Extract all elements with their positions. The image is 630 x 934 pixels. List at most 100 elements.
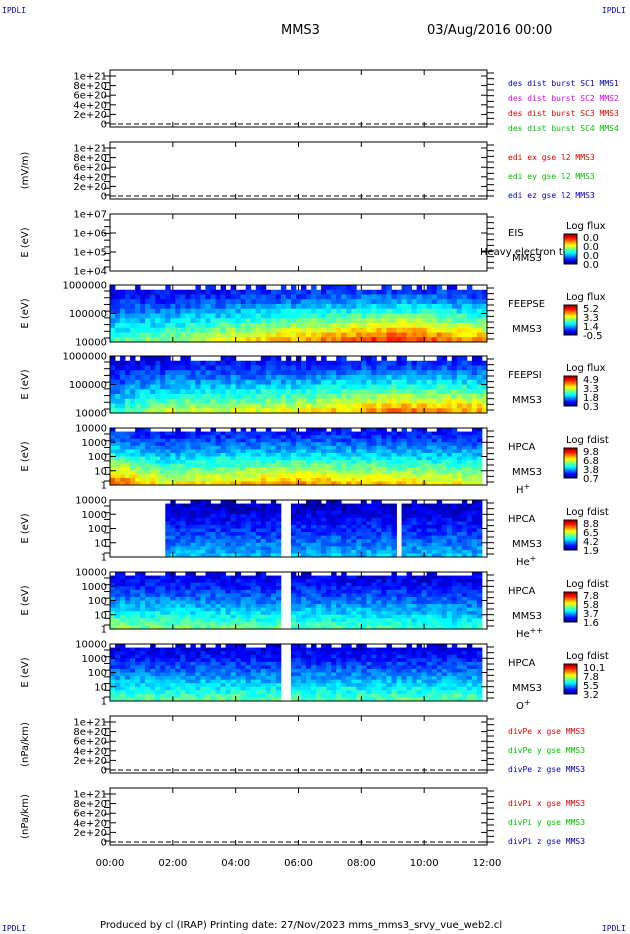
spectrogram-cell — [316, 431, 322, 436]
spectrogram-cell — [451, 356, 458, 362]
spectrogram-cell — [396, 481, 402, 485]
spectrogram-cell — [376, 318, 382, 324]
spectrogram-cell — [260, 532, 267, 537]
spectrogram-cell — [205, 539, 211, 544]
spectrogram-cell — [165, 442, 171, 447]
spectrogram-cell — [250, 528, 257, 533]
spectrogram-cell — [135, 449, 141, 454]
spectrogram-cell — [366, 532, 372, 537]
spectrogram-cell — [361, 510, 367, 515]
spectrogram-cell — [215, 445, 221, 450]
spectrogram-cell — [411, 460, 418, 465]
spectrogram-cell — [175, 304, 181, 310]
spectrogram-cell — [190, 452, 196, 457]
spectrogram-cell — [185, 611, 191, 616]
spectrogram-cell — [411, 384, 418, 390]
spectrogram-cell — [346, 438, 352, 443]
spectrogram-cell — [341, 618, 347, 623]
spectrogram-cell — [185, 313, 191, 319]
spectrogram-cell — [165, 360, 171, 366]
spectrogram-cell — [306, 542, 312, 547]
spectrogram-cell — [391, 456, 397, 461]
spectrogram-cell — [331, 365, 337, 371]
y-axis-label: E (eV) — [20, 441, 31, 471]
spectrogram-cell — [331, 549, 337, 554]
spectrogram-cell — [311, 528, 317, 533]
spectrogram-cell — [125, 313, 131, 319]
spectrogram-cell — [150, 477, 156, 482]
spectrogram-cell — [195, 460, 201, 465]
spectrogram-cell — [371, 452, 377, 457]
spectrogram-cell — [466, 546, 473, 551]
spectrogram-cell — [275, 389, 282, 395]
spectrogram-cell — [356, 604, 362, 609]
spectrogram-cell — [295, 438, 302, 443]
spectrogram-cell — [245, 365, 252, 371]
spectrogram-cell — [461, 365, 468, 371]
spectrogram-cell — [245, 618, 252, 623]
spectrogram-cell — [386, 389, 392, 395]
spectrogram-cell — [476, 294, 483, 300]
spectrogram-cell — [255, 389, 262, 395]
spectrogram-cell — [446, 456, 453, 461]
spectrogram-cell — [230, 384, 237, 390]
spectrogram-cell — [270, 549, 277, 554]
spectrogram-cell — [306, 607, 312, 612]
spectrogram-cell — [190, 449, 196, 454]
spectrogram-cell — [170, 318, 176, 324]
spectrogram-cell — [270, 517, 277, 522]
spectrogram-cell — [170, 593, 176, 598]
header-date: 03/Aug/2016 00:00 — [427, 23, 553, 38]
spectrogram-cell — [326, 456, 332, 461]
spectrogram-cell — [351, 582, 357, 587]
legend-entry: des dist burst SC4 MMS4 — [508, 124, 619, 133]
spectrogram-cell — [426, 375, 433, 381]
spectrogram-cell — [311, 600, 317, 605]
spectrogram-cell — [346, 323, 352, 329]
spectrogram-cell — [371, 521, 377, 526]
spectrogram-cell — [306, 442, 312, 447]
spectrogram-cell — [220, 481, 227, 485]
spectrogram-cell — [416, 384, 423, 390]
spectrogram-cell — [336, 539, 342, 544]
spectrogram-cell — [145, 452, 151, 457]
spectrogram-cell — [145, 398, 151, 404]
spectrogram-cell — [331, 625, 337, 629]
spectrogram-cell — [235, 589, 242, 594]
spectrogram-cell — [240, 408, 247, 413]
spectrogram-cell — [240, 467, 247, 472]
spectrogram-cell — [376, 375, 382, 381]
spectrogram-cell — [265, 618, 272, 623]
spectrogram-cell — [205, 553, 211, 557]
spectrogram-cell — [175, 625, 181, 629]
spectrogram-cell — [456, 379, 463, 385]
spectrogram-cell — [230, 596, 237, 601]
spectrogram-cell — [341, 589, 347, 594]
spectrogram-cell — [180, 532, 186, 537]
spectrogram-cell — [426, 521, 433, 526]
spectrogram-cell — [391, 375, 397, 381]
spectrogram-cell — [260, 394, 267, 400]
spectrogram-cell — [200, 375, 206, 381]
spectrogram-cell — [401, 289, 407, 295]
spectrogram-cell — [306, 384, 312, 390]
spectrogram-cell — [205, 313, 211, 319]
spectrogram-cell — [200, 524, 206, 529]
spectrogram-cell — [120, 365, 126, 371]
spectrogram-cell — [401, 524, 407, 529]
spectrogram-cell — [180, 553, 186, 557]
spectrogram-cell — [311, 477, 317, 482]
spectrogram-cell — [406, 445, 412, 450]
spectrogram-cell — [416, 553, 423, 557]
spectrogram-cell — [371, 337, 377, 342]
spectrogram-cell — [150, 625, 156, 629]
spectrogram-cell — [230, 618, 237, 623]
spectrogram-cell — [331, 332, 337, 338]
spectrogram-cell — [115, 445, 121, 450]
spectrogram-cell — [371, 467, 377, 472]
spectrogram-cell — [215, 360, 221, 366]
spectrogram-cell — [255, 365, 262, 371]
spectrogram-cell — [265, 474, 272, 479]
spectrogram-cell — [185, 452, 191, 457]
spectrogram-cell — [481, 289, 487, 295]
